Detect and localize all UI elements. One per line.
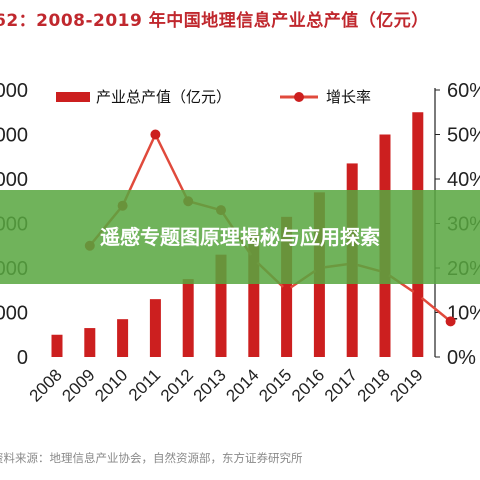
bar-2011 <box>149 299 161 357</box>
legend: 产业总产值（亿元） 增长率 <box>56 88 371 106</box>
bar-2010 <box>117 319 129 357</box>
x-tick-label: 2019 <box>386 365 426 405</box>
x-tick-label: 2018 <box>354 365 394 405</box>
left-tick-label: 0 <box>17 347 28 369</box>
banner-text: 遥感专题图原理揭秘与应用探索 <box>100 225 380 249</box>
growth-point-2014 <box>281 285 292 296</box>
right-tick-label: 60% <box>447 80 480 102</box>
chart-title: 62：2008-2019 年中国地理信息产业总产值（亿元） <box>0 11 429 31</box>
growth-point-2019 <box>445 316 456 327</box>
left-tick-label: 6000 <box>0 80 28 102</box>
legend-label-output: 产业总产值（亿元） <box>96 88 231 106</box>
x-tick-label: 2010 <box>91 365 131 405</box>
source-note: 资料来源：地理信息产业协会，自然资源部，东方证券研究所 <box>0 451 303 465</box>
left-tick-label: 4000 <box>0 169 28 191</box>
x-tick-label: 2008 <box>26 365 66 405</box>
bar-2008 <box>51 334 63 357</box>
growth-point-2018 <box>412 289 423 300</box>
bar-2009 <box>84 328 96 357</box>
right-tick-label: 0% <box>447 347 476 369</box>
left-tick-label: 5000 <box>0 125 28 147</box>
x-tick-label: 2012 <box>157 365 197 405</box>
bar-2013 <box>215 254 227 357</box>
x-tick-label: 2011 <box>125 365 164 404</box>
x-tick-label: 2017 <box>321 365 361 405</box>
right-tick-label: 50% <box>447 125 480 147</box>
right-tick-label: 10% <box>447 303 480 325</box>
x-tick-label: 2009 <box>58 365 98 405</box>
x-tick-label: 2013 <box>190 365 230 405</box>
growth-point-2010 <box>150 129 161 140</box>
x-tick-label: 2014 <box>222 365 262 405</box>
x-axis-ticks: 2008200920102011201220132014201520162017… <box>26 365 427 405</box>
right-tick-label: 40% <box>447 169 480 191</box>
left-tick-label: 1000 <box>0 303 28 325</box>
x-tick-label: 2016 <box>288 365 328 405</box>
bar-2014 <box>248 232 260 357</box>
legend-swatch-growth-marker <box>294 92 304 102</box>
bar-2012 <box>182 279 194 357</box>
x-tick-label: 2015 <box>255 365 295 405</box>
legend-swatch-output <box>56 92 90 102</box>
legend-label-growth: 增长率 <box>326 88 371 106</box>
title-banner: 遥感专题图原理揭秘与应用探索 <box>0 190 480 284</box>
